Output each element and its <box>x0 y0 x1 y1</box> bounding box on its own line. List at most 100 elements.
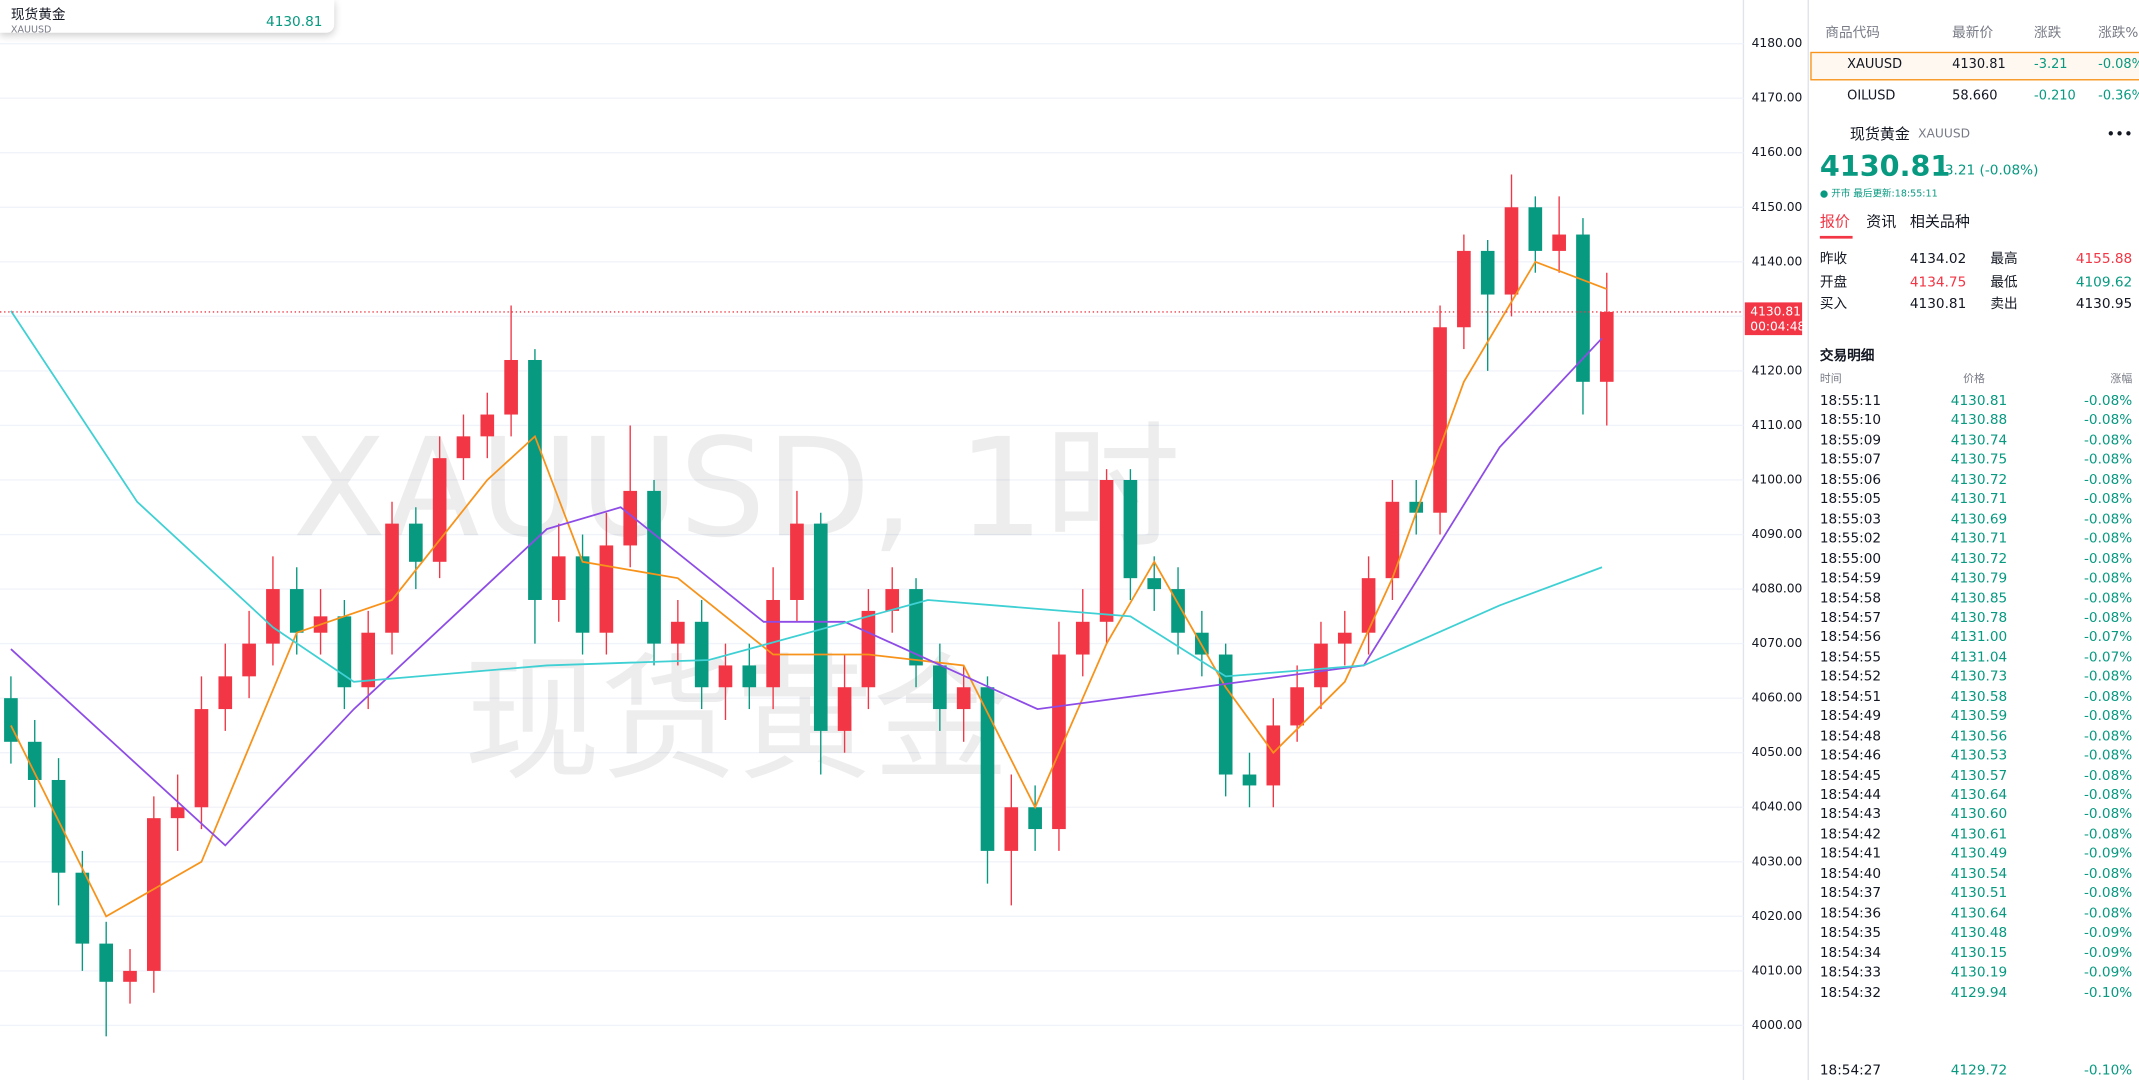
y-tick-label: 4050.00 <box>1752 745 1803 759</box>
y-tick-label: 4180.00 <box>1752 36 1803 50</box>
candle-body <box>27 741 42 780</box>
y-tick-label: 4140.00 <box>1752 254 1803 268</box>
candle-body <box>885 589 900 611</box>
trade-change: -0.08% <box>2083 886 2133 902</box>
trade-price: 4130.59 <box>1950 709 2008 725</box>
trade-time: 18:54:44 <box>1819 788 1882 804</box>
candle-body <box>51 779 66 873</box>
trade-price: 4130.71 <box>1950 492 2008 508</box>
candle-body <box>1242 774 1257 786</box>
candle-body <box>1290 687 1304 726</box>
trade-price: 4130.57 <box>1950 768 2008 784</box>
trade-time: 18:54:45 <box>1819 768 1882 784</box>
watch-highlight <box>1810 51 2139 81</box>
trade-change: -0.08% <box>2083 709 2133 725</box>
trade-price: 4130.15 <box>1950 945 2008 961</box>
watch-cell[interactable]: -0.36% <box>2098 88 2139 104</box>
trade-price: 4130.53 <box>1950 748 2008 764</box>
candle-body <box>1504 207 1519 295</box>
stat-cell: 最高 <box>1990 252 2018 268</box>
trades-title: 交易明细 <box>1819 349 1875 365</box>
more-menu[interactable]: ••• <box>2106 125 2133 144</box>
watch-cell[interactable]: -3.21 <box>2034 57 2068 73</box>
y-tick-label: 4010.00 <box>1752 963 1803 977</box>
moving-average <box>10 310 1603 683</box>
mini-name: 现货黄金 <box>10 8 66 24</box>
quote-status: ● 开市 最后更新:18:55:11 <box>1819 188 1938 200</box>
y-tick-label: 4020.00 <box>1752 909 1803 923</box>
watch-cell[interactable]: XAUUSD <box>1847 57 1903 73</box>
trade-price: 4130.72 <box>1950 551 2008 567</box>
trade-price: 4130.19 <box>1950 965 2008 981</box>
trade-price: 4130.73 <box>1950 669 2008 685</box>
candle-body <box>170 807 185 819</box>
trade-change: -0.08% <box>2083 689 2133 705</box>
candle-body <box>1599 311 1614 382</box>
trade-change: -0.08% <box>2083 748 2133 764</box>
trade-time: 18:54:42 <box>1819 827 1882 843</box>
trade-change: -0.10% <box>2083 1063 2133 1079</box>
trade-change: -0.09% <box>2083 847 2133 863</box>
watch-header: 商品代码 <box>1825 25 1880 41</box>
watch-header: 涨跌 <box>2034 25 2062 41</box>
chart: 4000.00 4010.00 4020.00 4030.00 4040.00 4050.… <box>0 0 1804 1080</box>
trade-price: 4130.48 <box>1950 926 2008 942</box>
price-axis <box>1743 0 1804 1080</box>
candle-body <box>813 523 828 731</box>
trade-time: 18:55:03 <box>1819 512 1882 528</box>
tab[interactable]: 报价 <box>1819 212 1850 231</box>
trade-change: -0.08% <box>2083 610 2133 626</box>
trade-change: -0.09% <box>2083 926 2133 942</box>
watch-cell[interactable]: -0.08% <box>2098 57 2139 73</box>
candle-body <box>837 687 852 731</box>
quote-price: 4130.81 <box>1819 149 1951 183</box>
candle-body <box>933 665 947 710</box>
trade-time: 18:55:00 <box>1819 551 1882 567</box>
tab[interactable]: 相关品种 <box>1909 212 1970 231</box>
trade-price: 4130.56 <box>1950 729 2008 745</box>
trade-time: 18:54:43 <box>1819 807 1882 823</box>
candle-body <box>980 687 995 851</box>
trade-price: 4130.75 <box>1950 453 2008 469</box>
candle-body <box>742 665 757 688</box>
trade-change: -0.08% <box>2083 571 2133 587</box>
tab[interactable]: 资讯 <box>1866 212 1897 231</box>
candle-body <box>1457 250 1471 328</box>
candle-body <box>1028 807 1042 830</box>
y-tick-label: 4120.00 <box>1752 363 1803 377</box>
trade-time: 18:54:48 <box>1819 729 1882 745</box>
watch-cell[interactable]: OILUSD <box>1847 88 1896 104</box>
watch-cell[interactable]: 58.660 <box>1952 88 1998 104</box>
candle-body <box>1266 725 1281 786</box>
stat-cell: 4134.02 <box>1909 252 1967 268</box>
watch-cell[interactable]: 4130.81 <box>1952 57 2006 73</box>
trade-price: 4129.94 <box>1950 985 2008 1001</box>
y-tick-label: 4000.00 <box>1752 1018 1803 1032</box>
stat-cell: 4155.88 <box>2075 252 2133 268</box>
candle-body <box>1171 589 1185 633</box>
candle-body <box>1314 643 1328 688</box>
trade-price: 4131.00 <box>1950 630 2008 646</box>
countdown: 00:04:48 <box>1750 319 1803 333</box>
stat-cell: 昨收 <box>1819 252 1848 268</box>
watch-cell[interactable]: -0.210 <box>2034 88 2076 104</box>
y-tick-label: 4170.00 <box>1752 91 1803 105</box>
y-tick-label: 4060.00 <box>1752 691 1803 705</box>
y-tick-label: 4070.00 <box>1752 636 1803 650</box>
candle-body <box>1123 479 1138 579</box>
trade-change: -0.08% <box>2083 807 2133 823</box>
trade-change: -0.08% <box>2083 551 2133 567</box>
stat-cell: 4130.81 <box>1909 297 1967 313</box>
tab-underline <box>1819 235 1853 239</box>
trade-price: 4130.74 <box>1950 433 2008 449</box>
candle-body <box>1528 207 1543 251</box>
trade-change: -0.07% <box>2083 630 2133 646</box>
trade-price: 4130.78 <box>1950 610 2008 626</box>
candle-body <box>218 676 233 710</box>
trade-time: 18:54:33 <box>1819 965 1882 981</box>
candle-body <box>671 621 685 644</box>
trade-time: 18:55:10 <box>1819 413 1882 429</box>
candle-body <box>1147 578 1162 590</box>
